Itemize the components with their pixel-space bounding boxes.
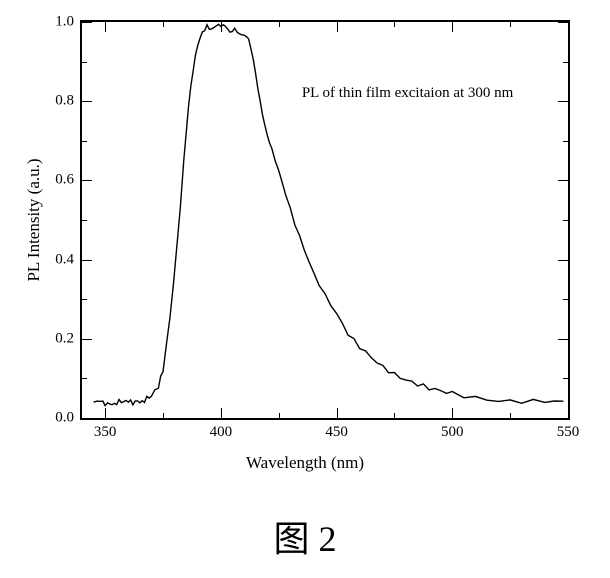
ytick-right-minor	[563, 299, 568, 300]
plot-area: PL of thin film excitaion at 300 nm	[80, 20, 570, 420]
xtick-top-minor	[163, 22, 164, 27]
ytick-left	[82, 418, 92, 419]
xtick-label: 400	[210, 424, 233, 441]
ytick-right	[558, 180, 568, 181]
annotation-text: PL of thin film excitaion at 300 nm	[302, 85, 514, 102]
ytick-left	[82, 339, 92, 340]
ytick-left-minor	[82, 220, 87, 221]
xtick-top-minor	[510, 22, 511, 27]
y-axis-title: PL Intensity (a.u.)	[24, 158, 44, 281]
ytick-right-minor	[563, 378, 568, 379]
xtick-bottom	[105, 408, 106, 418]
xtick-label: 550	[557, 424, 580, 441]
ytick-left	[82, 260, 92, 261]
ytick-right-minor	[563, 220, 568, 221]
xtick-top-minor	[394, 22, 395, 27]
xtick-bottom	[452, 408, 453, 418]
xtick-top	[105, 22, 106, 32]
xtick-bottom-minor	[394, 413, 395, 418]
spectrum-line	[82, 22, 568, 418]
ytick-right-minor	[563, 141, 568, 142]
ytick-left-minor	[82, 62, 87, 63]
ytick-left	[82, 101, 92, 102]
ytick-left	[82, 180, 92, 181]
ytick-left-minor	[82, 299, 87, 300]
xtick-top	[337, 22, 338, 32]
ytick-right-minor	[563, 62, 568, 63]
ytick-label: 0.0	[48, 410, 74, 427]
ytick-label: 0.6	[48, 172, 74, 189]
ytick-right	[558, 418, 568, 419]
ytick-left-minor	[82, 378, 87, 379]
xtick-top	[221, 22, 222, 32]
xtick-bottom-minor	[510, 413, 511, 418]
ytick-label: 0.4	[48, 251, 74, 268]
xtick-label: 350	[94, 424, 117, 441]
xtick-label: 500	[441, 424, 464, 441]
ytick-left	[82, 22, 92, 23]
ytick-right	[558, 339, 568, 340]
ytick-right	[558, 101, 568, 102]
ytick-right	[558, 260, 568, 261]
xtick-bottom	[337, 408, 338, 418]
xtick-bottom-minor	[163, 413, 164, 418]
figure: PL of thin film excitaion at 300 nm 350 4…	[0, 0, 610, 578]
figure-caption: 图 2	[273, 510, 336, 562]
xtick-top	[568, 22, 569, 32]
x-axis-title: Wavelength (nm)	[246, 453, 364, 473]
ytick-label: 1.0	[48, 14, 74, 31]
xtick-bottom	[221, 408, 222, 418]
ytick-label: 0.2	[48, 330, 74, 347]
xtick-bottom	[568, 408, 569, 418]
xtick-top-minor	[279, 22, 280, 27]
xtick-top	[452, 22, 453, 32]
ytick-left-minor	[82, 141, 87, 142]
xtick-bottom-minor	[279, 413, 280, 418]
ytick-label: 0.8	[48, 93, 74, 110]
xtick-label: 450	[325, 424, 348, 441]
ytick-right	[558, 22, 568, 23]
